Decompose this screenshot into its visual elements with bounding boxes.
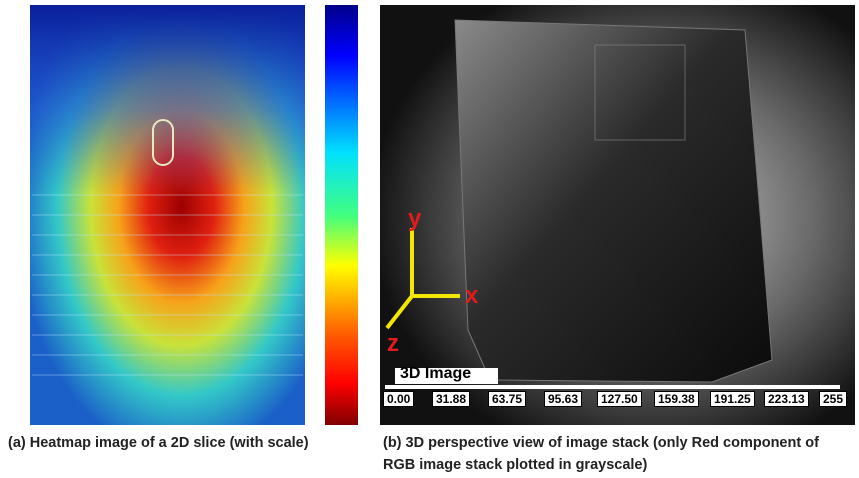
- axis-label: z: [387, 330, 399, 358]
- scale-label: 0.00: [383, 391, 414, 407]
- axis-label: x: [465, 282, 478, 310]
- caption: (b) 3D perspective view of image stack (…: [383, 432, 855, 476]
- caption: (a) Heatmap image of a 2D slice (with sc…: [8, 432, 309, 454]
- figure: {"panel_a": {"caption": "(a) Heatmap ima…: [0, 0, 859, 478]
- scale-label: 159.38: [654, 391, 699, 407]
- axis-label: y: [408, 205, 421, 233]
- scale-label: 127.50: [597, 391, 642, 407]
- scale-label: 63.75: [488, 391, 526, 407]
- scale-label: 31.88: [432, 391, 470, 407]
- volume-view: [380, 5, 855, 425]
- color-scale: [325, 5, 358, 425]
- scale-label: 95.63: [544, 391, 582, 407]
- scale-label: 223.13: [764, 391, 809, 407]
- view-label: 3D Image: [400, 365, 471, 383]
- heatmap: [30, 5, 305, 425]
- scale-label: 255: [819, 391, 847, 407]
- scale-label: 191.25: [710, 391, 755, 407]
